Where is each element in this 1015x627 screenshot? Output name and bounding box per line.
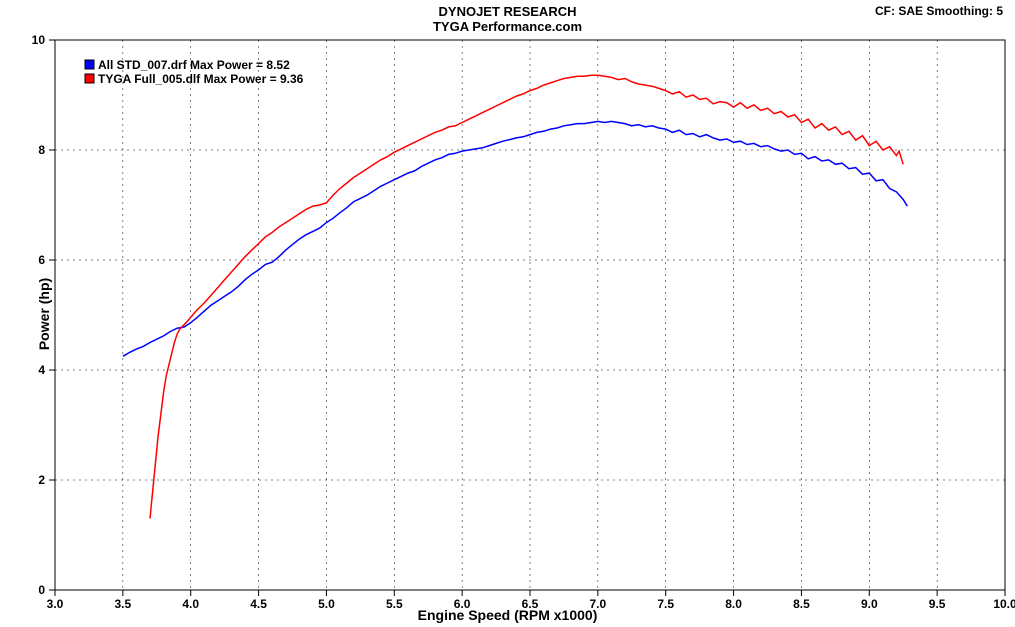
legend-swatch xyxy=(85,74,94,83)
tick-label-x: 7.5 xyxy=(657,597,674,611)
tick-label-x: 4.5 xyxy=(250,597,267,611)
tick-label-y: 6 xyxy=(38,253,45,267)
tick-label-x: 8.5 xyxy=(793,597,810,611)
tick-label-x: 9.5 xyxy=(929,597,946,611)
legend-label: All STD_007.drf Max Power = 8.52 xyxy=(98,58,290,72)
tick-label-x: 3.0 xyxy=(47,597,64,611)
tick-label-x: 5.0 xyxy=(318,597,335,611)
tick-label-y: 2 xyxy=(38,473,45,487)
legend-swatch xyxy=(85,60,94,69)
tick-label-x: 10.0 xyxy=(993,597,1015,611)
series-std xyxy=(123,121,907,356)
tick-label-x: 3.5 xyxy=(115,597,132,611)
series-tyga xyxy=(150,75,903,518)
dyno-chart: 3.0 3.5 4.0 4.5 5.0 5.5 6.0 6.5 7.0 7.5 8.0 8.5 9.0 9… xyxy=(0,0,1015,627)
tick-label-x: 7.0 xyxy=(590,597,607,611)
legend-label: TYGA Full_005.dlf Max Power = 9.36 xyxy=(98,72,304,86)
tick-label-x: 9.0 xyxy=(861,597,878,611)
tick-label-x: 8.0 xyxy=(725,597,742,611)
tick-label-y: 0 xyxy=(38,583,45,597)
tick-label-y: 8 xyxy=(38,143,45,157)
tick-label-x: 5.5 xyxy=(386,597,403,611)
tick-label-x: 6.5 xyxy=(522,597,539,611)
tick-label-y: 4 xyxy=(38,363,45,377)
tick-label-x: 4.0 xyxy=(182,597,199,611)
chart-container: DYNOJET RESEARCH TYGA Performance.com CF… xyxy=(0,0,1015,627)
plot-border xyxy=(55,40,1005,590)
tick-label-y: 10 xyxy=(32,33,46,47)
tick-label-x: 6.0 xyxy=(454,597,471,611)
